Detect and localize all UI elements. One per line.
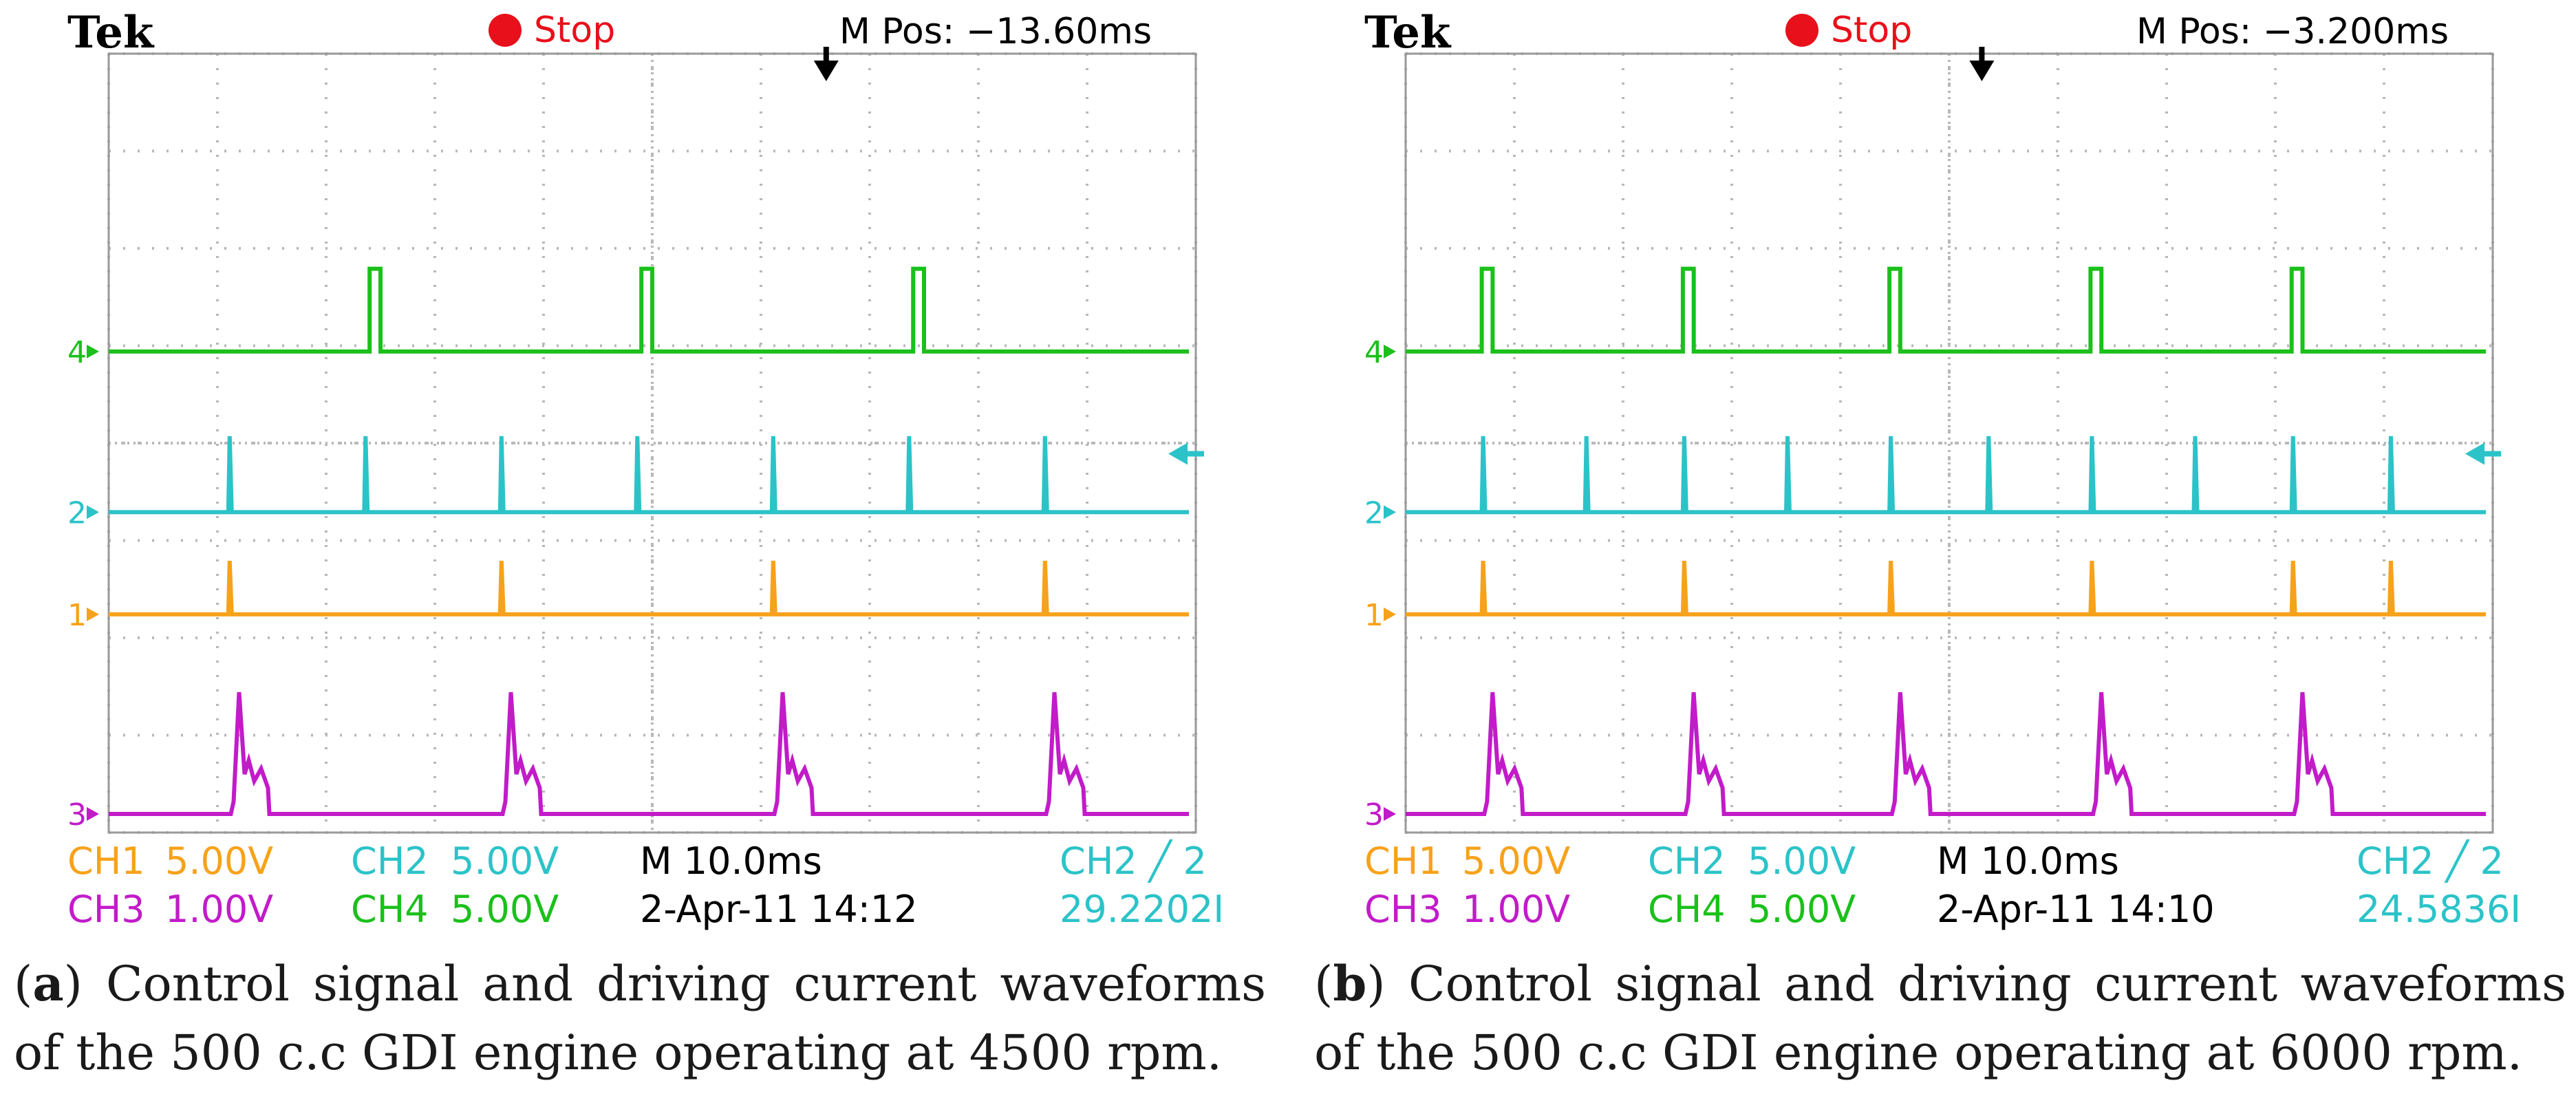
- channel-marker-1: 1: [1364, 598, 1384, 633]
- stop-icon: [489, 14, 522, 47]
- series-ch3: 3: [67, 691, 1189, 833]
- graticule: [107, 52, 1197, 834]
- m-pos-readout: M Pos: −3.200ms: [2136, 11, 2449, 52]
- ch1-label: CH1: [1364, 839, 1442, 883]
- waveform-ch3: [109, 691, 1189, 816]
- frequency-readout: 24.5836I: [2357, 888, 2522, 931]
- ch3-label: CH3: [67, 888, 145, 931]
- trigger-level-arrow-icon: [2465, 442, 2501, 465]
- ch2-scale: 5.00V: [451, 839, 559, 883]
- waveform-ch4: [1406, 266, 2486, 354]
- caption-label: a: [32, 955, 64, 1012]
- waveform-ch1: [109, 560, 1189, 616]
- acq-status: Stop: [489, 7, 615, 54]
- caption-text: Control signal and driving current wavef…: [14, 956, 1266, 1081]
- frequency-readout: 29.2202I: [1060, 888, 1225, 931]
- ch4-scale: 5.00V: [1748, 888, 1856, 931]
- channel-marker-3: 3: [67, 797, 87, 833]
- channel-marker-arrow-icon: [87, 607, 99, 621]
- channel-marker-2: 2: [1364, 495, 1384, 530]
- ch4-label: CH4: [1648, 888, 1726, 931]
- m-pos-readout: M Pos: −13.60ms: [839, 11, 1152, 52]
- series-ch4: 4: [1364, 266, 2486, 370]
- series-ch2: 2: [67, 436, 1189, 530]
- caption-text: Control signal and driving current wavef…: [1314, 956, 2566, 1081]
- series-ch3: 3: [1364, 691, 2486, 833]
- channel-marker-arrow-icon: [1384, 505, 1396, 519]
- timebase-readout: M 10.0ms: [1937, 839, 2119, 883]
- ch4-scale: 5.00V: [451, 888, 559, 931]
- ch1-scale: 5.00V: [1462, 839, 1571, 883]
- channel-marker-arrow-icon: [1384, 807, 1396, 821]
- trigger-readout: CH2 ╱ 2: [1060, 839, 1207, 883]
- channel-marker-3: 3: [1364, 797, 1384, 833]
- series-ch4: 4: [67, 266, 1189, 370]
- acq-status: Stop: [1785, 7, 1912, 54]
- ch2-label: CH2: [351, 839, 429, 883]
- acq-state: Stop: [1831, 10, 1913, 51]
- ch2-label: CH2: [1648, 839, 1726, 883]
- channel-marker-arrow-icon: [87, 344, 99, 358]
- ch3-scale: 1.00V: [1462, 888, 1571, 931]
- ch3-scale: 1.00V: [165, 888, 274, 931]
- ch2-scale: 5.00V: [1748, 839, 1856, 883]
- caption-label: b: [1333, 955, 1367, 1012]
- waveform-ch2: [109, 436, 1189, 515]
- trigger-position-arrow-icon: [813, 47, 839, 81]
- channel-marker-2: 2: [67, 495, 87, 530]
- graticule: [1404, 52, 2494, 834]
- graticule-border: [1404, 52, 2494, 834]
- waveform-ch4: [109, 266, 1189, 354]
- ch3-label: CH3: [1364, 888, 1442, 931]
- channel-marker-arrow-icon: [87, 505, 99, 519]
- waveform-ch2: [1406, 436, 2486, 515]
- acq-state: Stop: [534, 10, 616, 51]
- timebase-readout: M 10.0ms: [640, 839, 822, 883]
- ch1-scale: 5.00V: [165, 839, 274, 883]
- caption-a: (a) Control signal and driving current w…: [14, 955, 1266, 1081]
- series-ch1: 1: [1364, 560, 2486, 633]
- waveform-plot-a: 4 2 1 3: [67, 47, 1204, 834]
- channel-marker-arrow-icon: [87, 807, 99, 821]
- graticule-border: [107, 52, 1197, 834]
- waveform-ch1: [1406, 560, 2486, 616]
- channel-marker-arrow-icon: [1384, 607, 1396, 621]
- stop-icon: [1785, 14, 1818, 47]
- series-ch2: 2: [1364, 436, 2486, 530]
- ch4-label: CH4: [351, 888, 429, 931]
- channel-marker-arrow-icon: [1384, 344, 1396, 358]
- ch1-label: CH1: [67, 839, 145, 883]
- channel-marker-4: 4: [67, 335, 87, 370]
- trigger-level-arrow-icon: [1168, 442, 1204, 465]
- trigger-readout: CH2 ╱ 2: [2357, 839, 2504, 883]
- date-time-readout: 2-Apr-11 14:12: [640, 888, 918, 931]
- brand-label: Tek: [67, 7, 154, 58]
- trigger-position-arrow-icon: [1969, 47, 1995, 81]
- date-time-readout: 2-Apr-11 14:10: [1937, 888, 2215, 931]
- waveform-ch3: [1406, 691, 2486, 816]
- series-ch1: 1: [67, 560, 1189, 633]
- channel-marker-1: 1: [67, 598, 87, 633]
- caption-b: (b) Control signal and driving current w…: [1314, 955, 2566, 1081]
- brand-label: Tek: [1364, 7, 1451, 58]
- waveform-plot-b: 4 2 1 3: [1364, 47, 2501, 834]
- channel-marker-4: 4: [1364, 335, 1384, 370]
